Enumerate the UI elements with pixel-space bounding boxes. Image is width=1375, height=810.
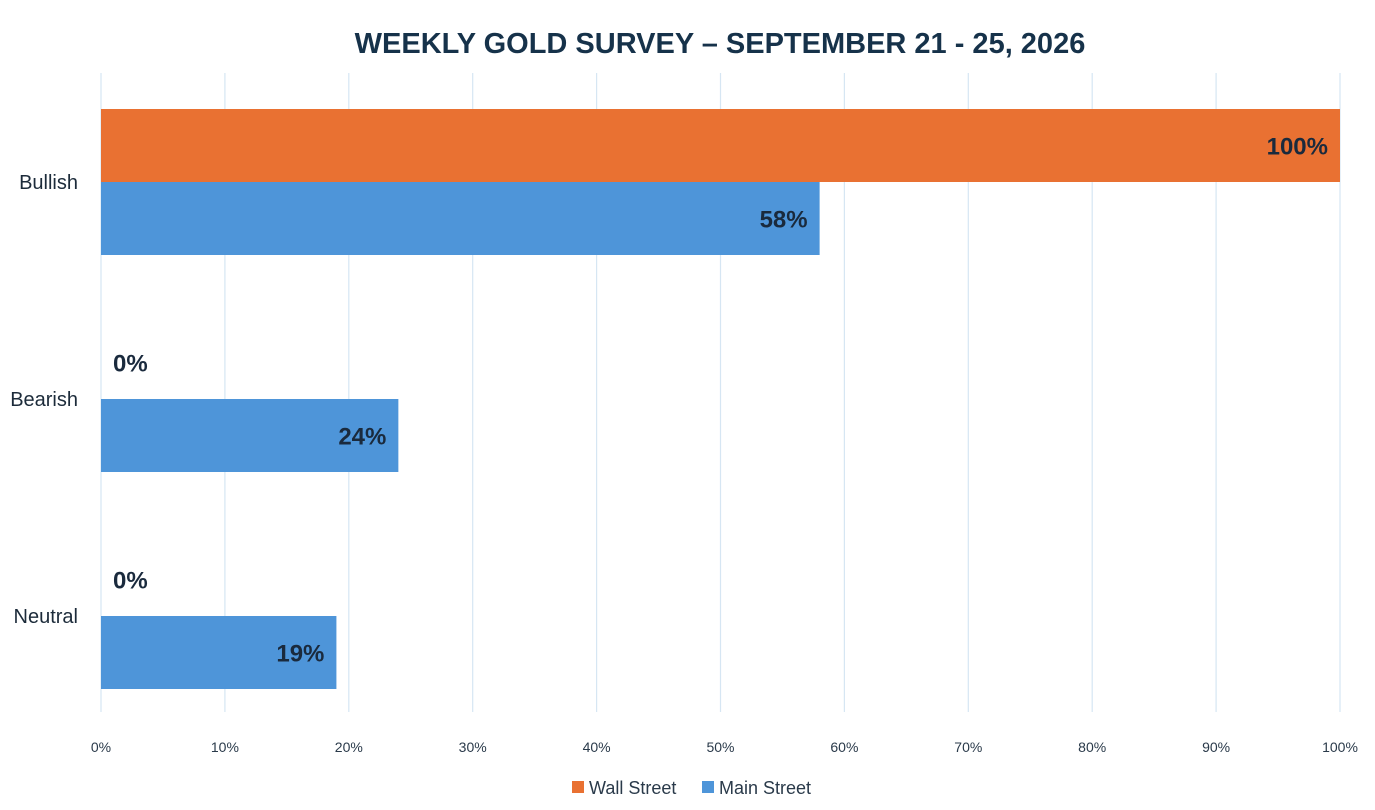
legend: Wall Street Main Street bbox=[572, 778, 811, 798]
bar-main-street bbox=[101, 616, 337, 689]
bar-main-street bbox=[101, 399, 399, 472]
chart-title: WEEKLY GOLD SURVEY – SEPTEMBER 21 - 25, … bbox=[355, 28, 1086, 60]
x-tick-label: 10% bbox=[211, 739, 239, 755]
x-tick-label: 40% bbox=[583, 739, 611, 755]
legend-label: Wall Street bbox=[589, 778, 676, 798]
bar-wall-street bbox=[101, 109, 1340, 182]
x-tick-label: 0% bbox=[91, 739, 111, 755]
category-label: Bearish bbox=[10, 389, 78, 411]
x-tick-label: 20% bbox=[335, 739, 363, 755]
data-label: 0% bbox=[113, 568, 148, 595]
bar-main-street bbox=[101, 182, 820, 255]
x-tick-label: 70% bbox=[954, 739, 982, 755]
value-axis: 0% 10% 20% 30% 40% 50% 60% 70% 80% 90% 100% bbox=[91, 739, 1358, 755]
data-label: 24% bbox=[338, 424, 386, 451]
x-tick-label: 100% bbox=[1322, 739, 1358, 755]
legend-swatch bbox=[572, 781, 584, 793]
category-label: Bullish bbox=[19, 172, 78, 194]
data-labels: 100% 0% 0% 58% 24% 19% bbox=[113, 134, 1328, 668]
data-label: 58% bbox=[760, 207, 808, 234]
legend-label: Main Street bbox=[719, 778, 811, 798]
x-tick-label: 60% bbox=[830, 739, 858, 755]
data-label: 0% bbox=[113, 351, 148, 378]
category-label: Neutral bbox=[14, 606, 78, 628]
data-label: 100% bbox=[1267, 134, 1328, 161]
x-tick-label: 30% bbox=[459, 739, 487, 755]
x-tick-label: 90% bbox=[1202, 739, 1230, 755]
x-tick-label: 50% bbox=[706, 739, 734, 755]
data-label: 19% bbox=[276, 641, 324, 668]
category-axis: Bullish Bearish Neutral bbox=[10, 172, 78, 628]
x-tick-label: 80% bbox=[1078, 739, 1106, 755]
legend-swatch bbox=[702, 781, 714, 793]
bars bbox=[101, 109, 1340, 689]
